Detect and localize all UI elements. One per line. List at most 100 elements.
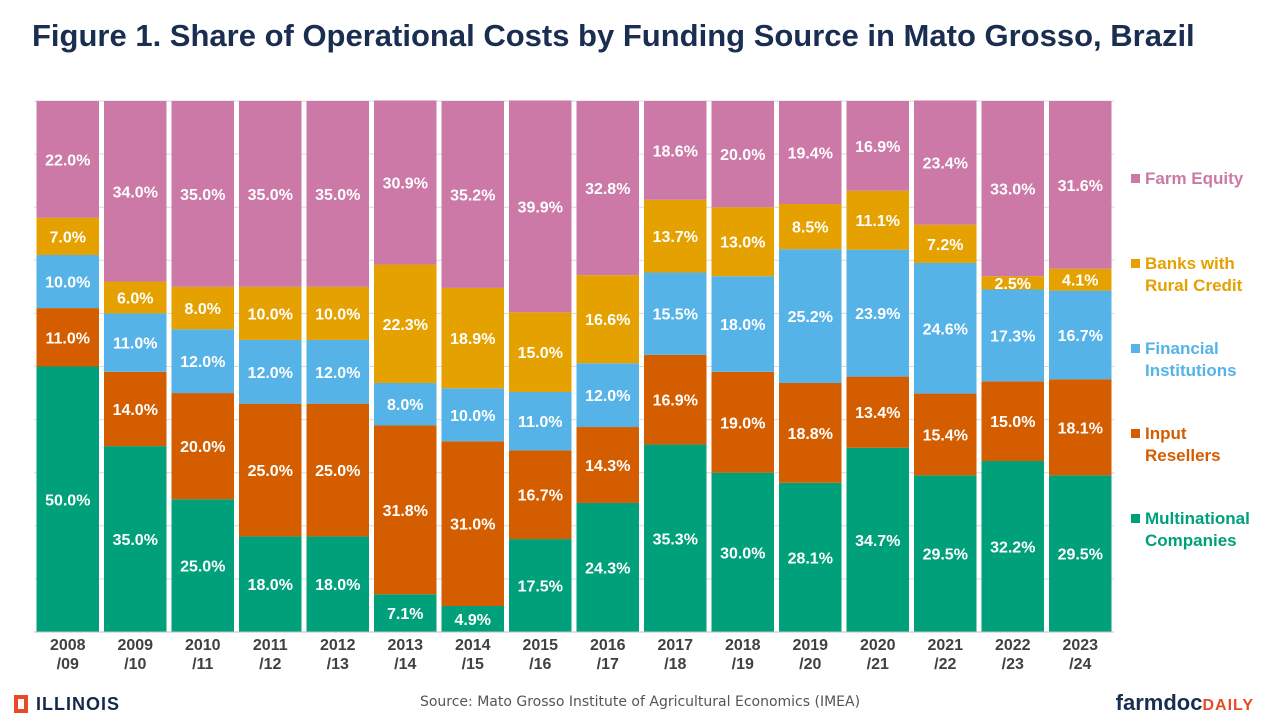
bar-segment — [576, 363, 639, 428]
bar-segment — [239, 339, 302, 404]
bar-segment — [644, 272, 707, 355]
data-label: 10.0% — [315, 306, 360, 323]
data-label: 19.4% — [788, 146, 833, 163]
legend-label: Institutions — [1145, 361, 1237, 380]
data-labels: 50.0% 11.0% 10.0% 7.0% 22.0% 35.0% 14.0% 11.0% 6… — [45, 139, 1103, 629]
bar-segment — [576, 502, 639, 632]
data-label: 15.5% — [653, 307, 698, 324]
bar-segment — [779, 482, 842, 632]
bar-segment — [981, 461, 1044, 632]
data-label: 25.0% — [248, 463, 293, 480]
legend-swatch — [1131, 259, 1140, 268]
bar-segment — [914, 262, 977, 394]
bar-segment — [846, 447, 909, 632]
bar-segment — [374, 425, 437, 595]
bar-segment — [306, 339, 369, 404]
legend-swatch — [1131, 429, 1140, 438]
data-label: 11.0% — [46, 330, 90, 347]
bar-segment — [981, 101, 1044, 277]
bar-segment — [711, 371, 774, 473]
bar-segment — [576, 427, 639, 503]
bar-segment — [306, 286, 369, 340]
bar-segment — [509, 450, 572, 540]
legend-label: Financial — [1145, 339, 1219, 358]
bar-segment — [846, 249, 909, 377]
data-label: 18.0% — [720, 317, 765, 334]
bar-segment — [644, 101, 707, 200]
x-tick-label: 2015 — [522, 637, 558, 654]
data-label: 7.0% — [50, 229, 86, 246]
bar-segment — [1049, 101, 1112, 269]
x-tick-label: /23 — [1002, 656, 1024, 673]
data-label: 15.0% — [990, 414, 1035, 431]
x-tick-label: 2016 — [590, 637, 626, 654]
data-label: 31.8% — [383, 503, 428, 520]
farmdoc-logo-text: farmdoc — [1115, 690, 1203, 715]
x-tick-label: /15 — [462, 656, 484, 673]
data-label: 10.0% — [45, 275, 90, 292]
bar-segment — [239, 403, 302, 537]
bar-segment — [239, 101, 302, 287]
data-label: 15.4% — [923, 427, 968, 444]
x-tick-label: /13 — [327, 656, 349, 673]
illinois-logo-text: ILLINOIS — [36, 693, 120, 714]
data-label: 28.1% — [788, 550, 833, 567]
data-label: 12.0% — [585, 388, 630, 405]
bar-segment — [36, 308, 99, 367]
data-label: 25.0% — [315, 463, 360, 480]
data-label: 22.0% — [45, 152, 90, 169]
bar-segment — [306, 101, 369, 287]
farmdoc-daily-logo: farmdocDAILY — [1116, 690, 1254, 716]
bar-segment — [171, 329, 234, 394]
bar-segment — [1049, 475, 1112, 632]
data-label: 10.0% — [248, 306, 293, 323]
bar-segment — [441, 287, 504, 389]
x-tick-label: 2018 — [725, 637, 761, 654]
bar-segment — [171, 499, 234, 632]
bar-segment — [104, 371, 167, 447]
data-label: 17.5% — [518, 579, 563, 596]
data-label: 34.7% — [855, 533, 900, 550]
data-label: 20.0% — [180, 439, 225, 456]
bar-segment — [644, 444, 707, 632]
data-label: 39.9% — [518, 199, 563, 216]
data-label: 35.0% — [113, 532, 158, 549]
bar-segment — [779, 382, 842, 483]
data-label: 20.0% — [720, 147, 765, 164]
bar-segment — [306, 403, 369, 537]
bar-segment — [846, 190, 909, 250]
data-label: 12.0% — [248, 365, 293, 382]
data-label: 15.0% — [518, 345, 563, 362]
x-tick-label: /19 — [732, 656, 754, 673]
data-label: 18.8% — [788, 426, 833, 443]
bar-segment — [441, 605, 504, 632]
bar-segment — [104, 446, 167, 632]
illinois-logo: ILLINOIS — [14, 694, 120, 714]
bar-segment — [374, 382, 437, 426]
bar-segment — [846, 101, 909, 191]
data-label: 6.0% — [117, 290, 153, 307]
x-tick-label: 2019 — [792, 637, 828, 654]
bar-segment — [509, 312, 572, 392]
data-label: 23.9% — [855, 306, 900, 323]
data-label: 18.9% — [450, 331, 495, 348]
data-label: 32.8% — [585, 181, 630, 198]
legend-label: Rural Credit — [1145, 276, 1243, 295]
bar-segment — [239, 286, 302, 340]
data-label: 2.5% — [995, 276, 1031, 293]
data-label: 23.4% — [923, 156, 968, 173]
chart-title: Figure 1. Share of Operational Costs by … — [32, 18, 1195, 53]
data-label: 4.9% — [455, 612, 491, 629]
data-label: 29.5% — [923, 547, 968, 564]
data-label: 31.0% — [450, 517, 495, 534]
bar-segment — [104, 281, 167, 314]
data-label: 8.5% — [792, 220, 828, 237]
bar-segment — [509, 391, 572, 451]
bars — [36, 100, 1112, 632]
x-tick-label: 2014 — [455, 637, 491, 654]
x-tick-label: 2008 — [50, 637, 86, 654]
data-label: 19.0% — [720, 415, 765, 432]
x-tick-label: /22 — [934, 656, 956, 673]
data-label: 35.0% — [315, 187, 360, 204]
